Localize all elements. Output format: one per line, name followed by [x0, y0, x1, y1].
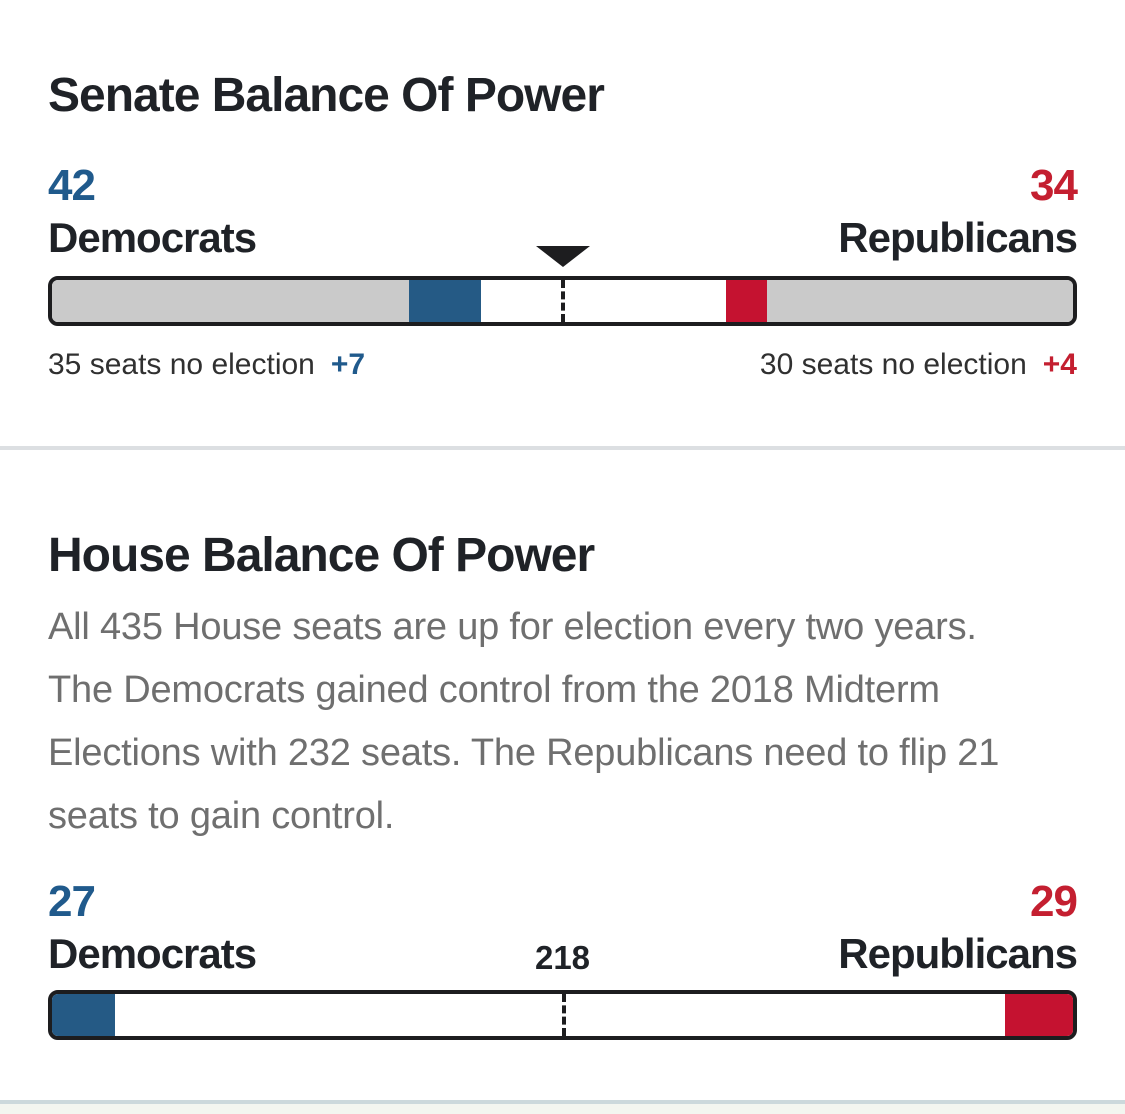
house-republicans-label: Republicans [838, 930, 1078, 977]
house-description: All 435 House seats are up for election … [48, 606, 1000, 837]
senate-republicans-label: Republicans [838, 214, 1078, 261]
house-balance-bar [48, 990, 1077, 1040]
majority-line [561, 994, 566, 1036]
bar-segment-gray [52, 280, 410, 322]
bar-segment-red [1004, 994, 1073, 1036]
house-democrats-label: Democrats [48, 930, 257, 977]
senate-notes-row: 35 seats no election +7 30 seats no elec… [48, 348, 1077, 382]
senate-republicans-change: +4 [1042, 348, 1077, 381]
senate-republicans-stat: 34 Republicans [838, 161, 1078, 261]
house-bar-wrap [48, 990, 1077, 1040]
section-divider [0, 446, 1125, 450]
senate-democrats-change: +7 [330, 348, 366, 381]
senate-democrats-note-group: 35 seats no election +7 [48, 348, 365, 382]
house-section: House Balance Of Power All 435 House sea… [0, 450, 1125, 1040]
house-democrats-stat: 27 Democrats [48, 877, 257, 977]
senate-title: Senate Balance Of Power [48, 69, 605, 122]
bar-segment-blue [409, 280, 481, 322]
senate-democrats-count: 42 [48, 161, 96, 210]
majority-line [560, 280, 565, 322]
house-majority-label: 218 [534, 939, 591, 976]
majority-marker-icon [535, 246, 590, 267]
bar-segment-blue [52, 994, 116, 1036]
house-stats-row: 27 Democrats 218 29 Republicans [48, 877, 1078, 977]
house-republicans-stat: 29 Republicans [838, 877, 1078, 977]
bar-segment-white [115, 994, 1005, 1036]
house-republicans-count: 29 [1030, 877, 1078, 926]
senate-democrats-stat: 42 Democrats [48, 161, 257, 261]
house-democrats-count: 27 [48, 877, 96, 926]
bar-segment-gray [766, 280, 1073, 322]
senate-republicans-count: 34 [1030, 161, 1078, 210]
senate-democrats-label: Democrats [48, 214, 257, 261]
senate-bar-wrap [48, 246, 1077, 326]
bar-segment-white [480, 280, 726, 322]
senate-stats-row: 42 Democrats 34 Republicans [48, 161, 1078, 261]
senate-republicans-note-group: 30 seats no election +4 [760, 348, 1077, 382]
senate-republicans-note: 30 seats no election [759, 348, 1027, 381]
bottom-divider [0, 1100, 1125, 1114]
house-title: House Balance Of Power [48, 529, 595, 582]
senate-balance-bar [48, 276, 1077, 326]
bar-segment-red [725, 280, 767, 322]
senate-section: Senate Balance Of Power 42 Democrats 34 … [0, 0, 1125, 382]
senate-democrats-note: 35 seats no election [48, 348, 315, 381]
